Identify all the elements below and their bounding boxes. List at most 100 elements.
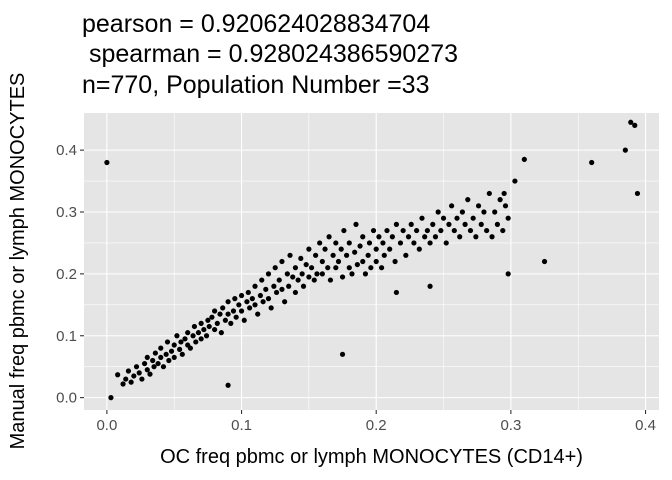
data-point bbox=[198, 320, 204, 326]
data-point bbox=[286, 283, 292, 289]
data-point bbox=[414, 227, 420, 234]
data-point bbox=[494, 221, 501, 227]
data-point bbox=[446, 221, 452, 227]
data-point bbox=[272, 265, 278, 271]
data-point bbox=[205, 317, 211, 323]
data-point bbox=[411, 240, 417, 246]
data-point bbox=[185, 330, 191, 336]
data-point bbox=[500, 227, 506, 234]
data-point bbox=[141, 360, 148, 367]
data-points bbox=[104, 119, 641, 401]
data-point bbox=[427, 240, 433, 246]
data-point bbox=[203, 333, 210, 339]
data-point bbox=[255, 311, 261, 317]
data-point bbox=[333, 265, 339, 271]
data-point bbox=[430, 221, 436, 227]
data-point bbox=[238, 308, 245, 314]
data-point bbox=[244, 299, 250, 305]
data-point bbox=[352, 249, 358, 255]
data-point bbox=[438, 227, 444, 234]
data-point bbox=[366, 240, 373, 246]
data-point bbox=[158, 345, 164, 351]
x-tick-label: 0.3 bbox=[500, 417, 521, 434]
data-point bbox=[541, 258, 548, 265]
data-point bbox=[263, 286, 269, 292]
data-point bbox=[346, 240, 352, 246]
data-point bbox=[521, 156, 527, 163]
data-point bbox=[449, 203, 455, 209]
data-point bbox=[177, 346, 183, 352]
data-point bbox=[467, 227, 474, 234]
data-point bbox=[265, 271, 272, 277]
data-point bbox=[179, 351, 185, 357]
data-point bbox=[443, 240, 449, 246]
data-point bbox=[314, 271, 320, 277]
data-point bbox=[225, 382, 231, 388]
data-point bbox=[317, 240, 323, 246]
data-point bbox=[373, 246, 379, 252]
data-point bbox=[228, 320, 234, 326]
data-point bbox=[163, 351, 169, 357]
data-point bbox=[512, 178, 518, 184]
data-point bbox=[628, 119, 634, 125]
data-point bbox=[422, 234, 428, 240]
data-point bbox=[424, 227, 430, 234]
data-point bbox=[222, 317, 228, 323]
data-point bbox=[481, 209, 487, 215]
data-point bbox=[505, 271, 511, 277]
data-point bbox=[290, 274, 296, 280]
data-point bbox=[249, 296, 255, 302]
x-axis-title: OC freq pbmc or lymph MONOCYTES (CD14+) bbox=[160, 446, 583, 468]
data-point bbox=[164, 339, 171, 345]
data-point bbox=[150, 357, 156, 364]
data-point bbox=[380, 240, 386, 246]
data-point bbox=[212, 326, 218, 333]
data-point bbox=[241, 317, 247, 323]
data-point bbox=[306, 246, 312, 252]
data-point bbox=[308, 265, 315, 271]
data-point bbox=[212, 308, 218, 314]
data-point bbox=[322, 246, 328, 252]
data-point bbox=[133, 364, 140, 370]
data-point bbox=[220, 305, 226, 311]
data-point bbox=[115, 372, 121, 378]
data-point bbox=[459, 209, 465, 215]
data-point bbox=[432, 234, 439, 240]
y-tick-label: 0.0 bbox=[56, 390, 77, 407]
data-point bbox=[195, 330, 202, 336]
y-axis-title: Manual freq pbmc or lymph MONOCYTES bbox=[7, 73, 29, 450]
plot-panel bbox=[84, 113, 659, 410]
data-point bbox=[160, 364, 167, 370]
data-point bbox=[144, 354, 150, 361]
data-point bbox=[339, 351, 346, 357]
data-point bbox=[171, 354, 177, 361]
data-point bbox=[397, 240, 404, 246]
data-point bbox=[218, 330, 224, 336]
x-tick-label: 0.1 bbox=[231, 417, 252, 434]
data-point bbox=[273, 289, 280, 296]
data-point bbox=[171, 342, 177, 348]
data-point bbox=[128, 379, 134, 385]
data-point bbox=[259, 277, 265, 283]
data-point bbox=[343, 252, 350, 258]
data-point bbox=[492, 209, 498, 215]
data-point bbox=[393, 221, 400, 227]
data-point bbox=[295, 277, 301, 283]
data-point bbox=[362, 271, 369, 277]
data-point bbox=[247, 305, 253, 311]
y-tick-label: 0.1 bbox=[56, 328, 77, 345]
x-tick-label: 0.0 bbox=[96, 417, 117, 434]
data-point bbox=[427, 283, 433, 289]
data-point bbox=[360, 258, 366, 265]
chart-title-line-2: spearman = 0.928024386590273 bbox=[82, 40, 458, 68]
data-point bbox=[265, 296, 272, 302]
data-point bbox=[190, 333, 196, 339]
data-point bbox=[108, 395, 114, 401]
major-gridlines bbox=[84, 113, 659, 410]
data-point bbox=[335, 258, 342, 265]
data-point bbox=[478, 221, 484, 227]
chart-title-line-3: n=770, Population Number =33 bbox=[82, 71, 429, 99]
data-point bbox=[319, 271, 325, 277]
data-point bbox=[373, 258, 379, 265]
data-point bbox=[634, 190, 641, 197]
